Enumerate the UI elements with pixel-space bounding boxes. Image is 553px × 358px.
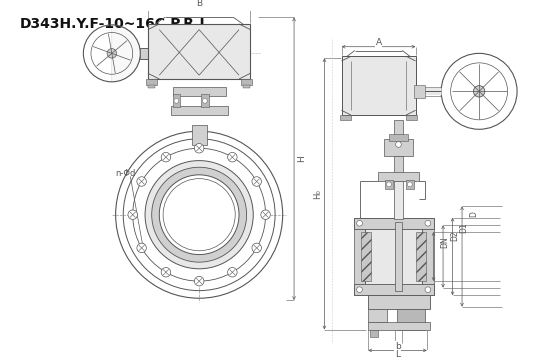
Bar [241,79,252,85]
Bar [394,156,403,175]
Bar [342,56,415,115]
Circle shape [107,49,117,58]
Bar [370,330,378,337]
Bar [148,85,155,88]
Bar [394,120,403,144]
Circle shape [357,221,362,226]
Bar [414,85,425,98]
Bar [354,284,434,295]
Circle shape [395,142,401,147]
Text: A: A [375,38,382,47]
Circle shape [252,243,262,253]
Circle shape [387,182,392,187]
Bar [406,115,418,120]
Bar [384,139,413,156]
Circle shape [152,167,247,262]
Circle shape [252,177,262,186]
Bar [362,232,371,281]
Bar [340,115,351,120]
Text: D: D [469,211,478,217]
Circle shape [174,98,179,103]
Text: D343H.Y.F-10~16C.P.R.I: D343H.Y.F-10~16C.P.R.I [20,17,205,31]
Circle shape [228,153,237,162]
Circle shape [408,182,412,187]
Text: H₀: H₀ [314,189,322,199]
Bar [378,172,419,182]
Circle shape [145,161,253,269]
Bar [173,94,180,107]
Bar [365,218,422,295]
Circle shape [161,267,171,277]
Bar [385,180,393,189]
Text: n-Φd: n-Φd [116,169,136,178]
Bar [354,218,434,229]
Circle shape [357,287,362,292]
Circle shape [261,210,270,219]
Bar [394,182,403,219]
Bar [173,87,226,96]
Circle shape [163,179,235,251]
Bar [397,309,425,330]
Circle shape [133,148,265,281]
Bar [416,232,426,281]
Text: B: B [196,0,202,8]
Text: H: H [297,155,306,162]
Circle shape [195,276,204,286]
Bar [140,48,148,59]
Bar [354,218,365,295]
Bar [243,85,251,88]
Circle shape [195,144,204,153]
Bar [368,295,430,309]
Bar [146,79,158,85]
Bar [171,106,228,115]
Wedge shape [112,25,140,82]
Text: D1: D1 [460,222,468,233]
Circle shape [425,221,431,226]
Circle shape [137,177,147,186]
Bar [422,218,434,295]
Bar [395,222,402,291]
Text: L: L [395,350,400,358]
Text: D2: D2 [450,230,459,241]
Circle shape [228,267,237,277]
Circle shape [159,175,239,255]
Circle shape [425,287,431,292]
Circle shape [128,210,138,219]
Text: DN: DN [440,237,450,248]
Circle shape [161,153,171,162]
Bar [406,180,414,189]
Bar [148,24,251,79]
Bar [368,322,430,330]
Bar [389,134,408,141]
Bar [191,125,207,145]
Circle shape [202,98,207,103]
Text: b: b [395,342,401,351]
Circle shape [137,243,147,253]
Bar [201,94,208,107]
Bar [368,309,387,322]
Circle shape [473,86,485,97]
